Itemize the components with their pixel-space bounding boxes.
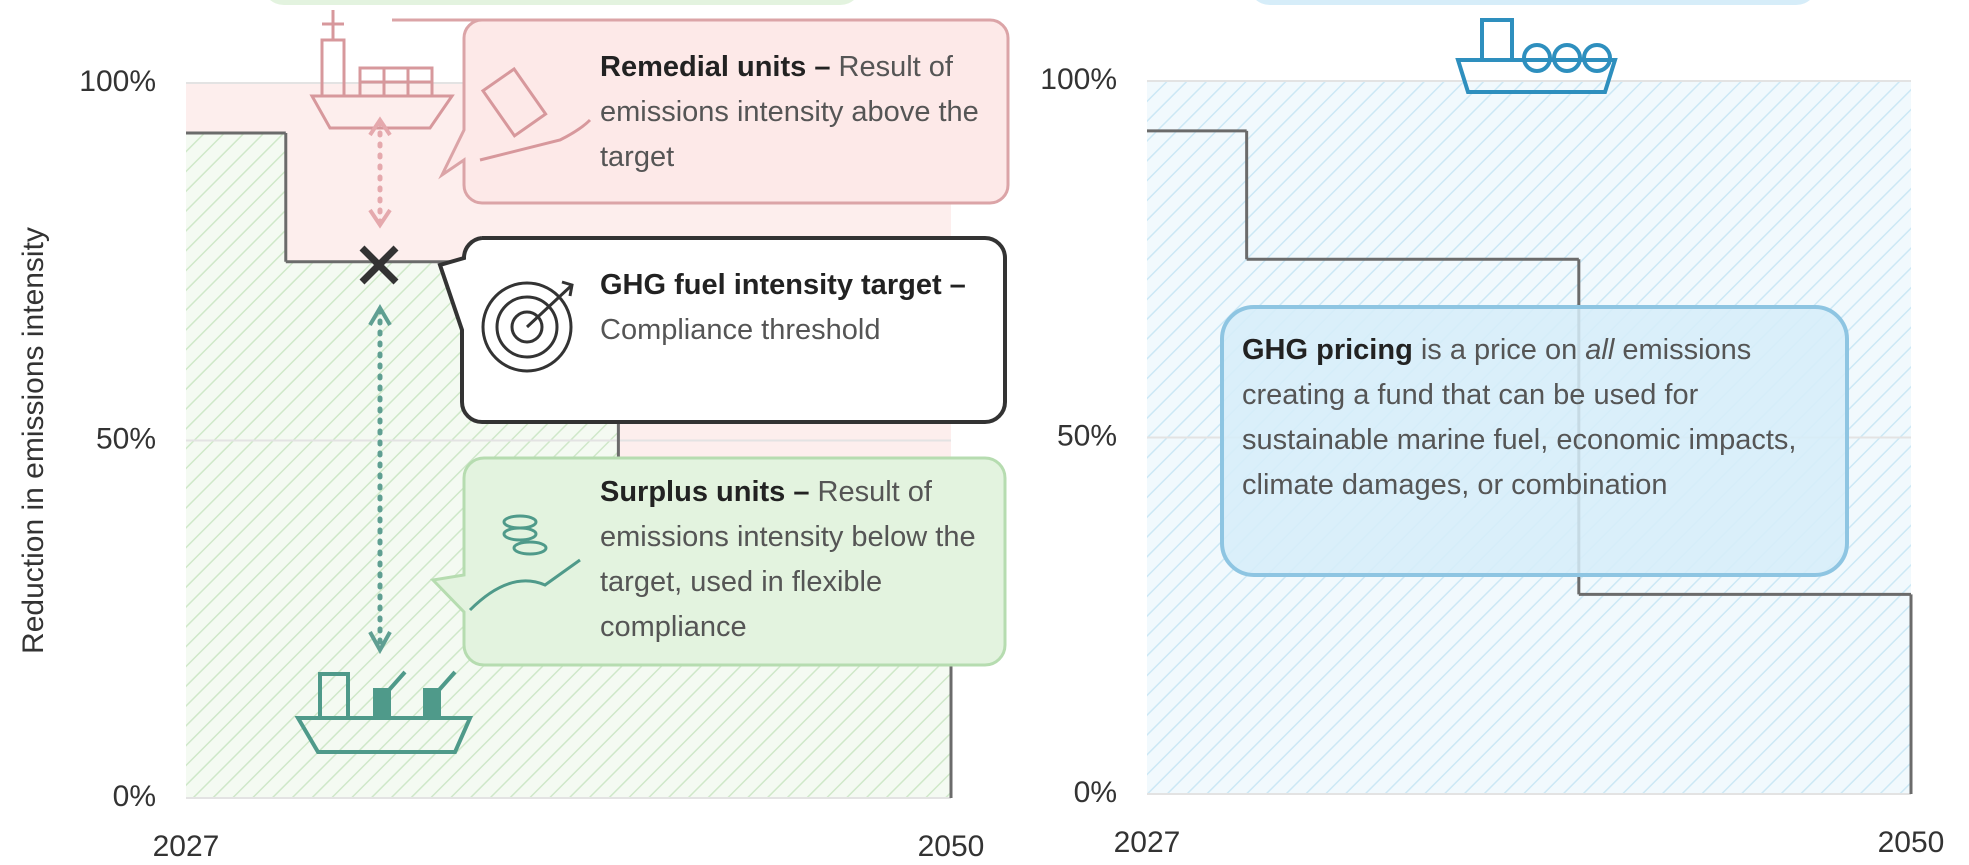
ship-icon — [309, 10, 455, 130]
y-axis-label: Reduction in emissions intensity — [17, 227, 50, 654]
remedial-callout — [392, 18, 1010, 205]
target-marker — [359, 245, 399, 285]
y-tick-label: 100% — [79, 65, 156, 98]
callout-text: GHG pricing is a price on all emissions … — [1242, 334, 1797, 501]
arrow-head — [368, 304, 392, 655]
y-tick-label: 0% — [1074, 776, 1117, 809]
y-tick-label: 100% — [1040, 63, 1117, 96]
callout-text: Surplus units – Result of emissions inte… — [600, 476, 976, 643]
y-tick-label: 50% — [96, 422, 156, 455]
y-tick-label: 0% — [113, 780, 156, 813]
x-tick-label: 2050 — [1878, 826, 1945, 859]
x-tick-label: 2027 — [1114, 826, 1181, 859]
pricing-callout — [1220, 305, 1849, 577]
top-pill — [1256, 0, 1810, 5]
arrow-head — [368, 116, 392, 229]
callout-text: GHG fuel intensity target – Compliance t… — [600, 269, 966, 346]
x-tick-label: 2027 — [153, 830, 220, 863]
ship-icon — [294, 670, 474, 754]
ship-icon — [1455, 18, 1618, 94]
remedial-icon — [479, 66, 592, 162]
y-tick-label: 50% — [1057, 419, 1117, 452]
callout-text: Remedial units – Result of emissions int… — [600, 51, 979, 173]
top-pill — [270, 0, 854, 5]
x-tick-label: 2050 — [918, 830, 985, 863]
surplus-callout — [429, 456, 1007, 667]
target-callout — [437, 236, 1007, 424]
